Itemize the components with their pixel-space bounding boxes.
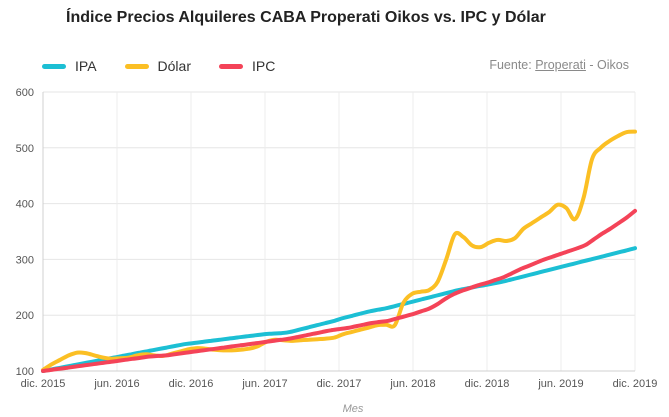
legend-label-ipa: IPA bbox=[75, 58, 97, 74]
legend-swatch-dolar bbox=[124, 63, 149, 69]
legend: IPA Dólar IPC bbox=[42, 58, 303, 74]
y-tick-label: 200 bbox=[16, 310, 34, 322]
x-tick-label: dic. 2019 bbox=[613, 378, 658, 390]
legend-label-dolar: Dólar bbox=[157, 58, 191, 74]
x-tick-label: jun. 2018 bbox=[389, 378, 435, 390]
x-tick-label: dic. 2017 bbox=[317, 378, 362, 390]
legend-item-dolar[interactable]: Dólar bbox=[124, 58, 191, 74]
x-axis-title: Mes bbox=[343, 403, 364, 415]
series-line-dolar[interactable] bbox=[41, 129, 637, 372]
y-tick-label: 100 bbox=[16, 366, 34, 378]
chart-title: Índice Precios Alquileres CABA Properati… bbox=[66, 9, 546, 26]
y-tick-label: 500 bbox=[16, 143, 34, 155]
source-link[interactable]: Properati bbox=[535, 58, 586, 72]
legend-item-ipa[interactable]: IPA bbox=[42, 58, 97, 74]
x-tick-label: dic. 2018 bbox=[465, 378, 510, 390]
y-tick-label: 300 bbox=[16, 254, 34, 266]
legend-swatch-ipa bbox=[42, 63, 66, 69]
x-tick-label: dic. 2015 bbox=[21, 378, 66, 390]
x-tick-label: dic. 2016 bbox=[169, 378, 214, 390]
x-tick-label: jun. 2017 bbox=[241, 378, 287, 390]
x-tick-label: jun. 2016 bbox=[93, 378, 139, 390]
y-tick-label: 600 bbox=[16, 87, 34, 99]
source-suffix: - Oikos bbox=[585, 58, 629, 72]
legend-label-ipc: IPC bbox=[252, 58, 276, 74]
x-tick-label: jun. 2019 bbox=[537, 378, 583, 390]
legend-item-ipc[interactable]: IPC bbox=[219, 58, 275, 74]
source-note: Fuente: Properati - Oikos bbox=[489, 58, 629, 72]
series-line-ipa[interactable] bbox=[41, 246, 637, 373]
legend-swatch-ipc bbox=[219, 63, 243, 69]
y-tick-label: 400 bbox=[16, 199, 34, 211]
series-line-ipc[interactable] bbox=[41, 208, 637, 373]
source-prefix: Fuente: bbox=[489, 58, 536, 72]
